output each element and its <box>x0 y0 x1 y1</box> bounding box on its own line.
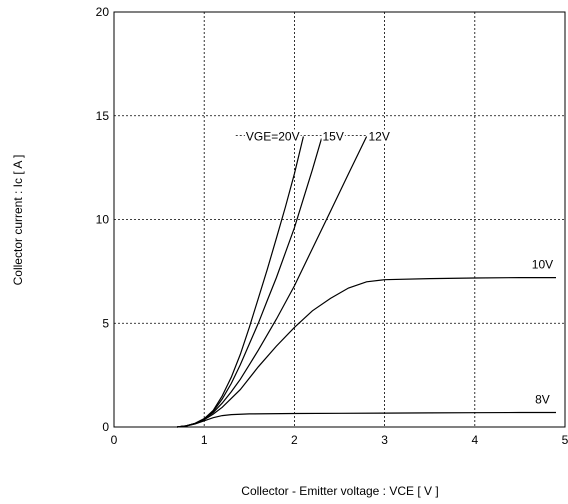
x-axis-label: Collector - Emitter voltage : VCE [ V ] <box>241 484 438 498</box>
y-tick-labels: 0 5 10 15 20 <box>96 5 110 434</box>
series-label-bg-20V <box>244 129 301 144</box>
series-line-15V <box>177 138 323 428</box>
series-label-8V: 8V <box>535 392 550 406</box>
series-label-15V: 15V <box>323 130 344 144</box>
series-line-20V <box>177 136 304 428</box>
x-tick-labels: 0 1 2 3 4 5 <box>111 433 568 447</box>
y-tick-label-1: 5 <box>102 316 109 330</box>
y-tick-label-2: 10 <box>96 213 110 227</box>
x-tick-label-4: 4 <box>471 433 478 447</box>
x-tick-label-2: 2 <box>291 433 298 447</box>
series-label-12V: 12V <box>369 130 390 144</box>
series-label-20V: VGE=20V <box>246 130 300 144</box>
series-label-10V: 10V <box>532 258 553 272</box>
series-line-12V <box>177 136 368 428</box>
y-tick-label-4: 20 <box>96 5 110 19</box>
series-line-10V <box>177 277 556 428</box>
y-axis-label: Collector current : Ic [ A ] <box>11 155 25 286</box>
grid-lines <box>114 12 565 427</box>
series-label-bg-12V <box>367 129 391 144</box>
series-labels: VGE=20V 15V 12V 10V 8V <box>235 129 553 406</box>
x-tick-label-3: 3 <box>381 433 388 447</box>
y-tick-label-0: 0 <box>102 420 109 434</box>
plot-frame <box>113 11 566 428</box>
x-tick-label-1: 1 <box>201 433 208 447</box>
series-curves <box>177 136 556 428</box>
series-label-bg-15V <box>321 129 345 144</box>
x-tick-label-0: 0 <box>111 433 118 447</box>
series-line-8V <box>177 411 556 428</box>
y-tick-label-3: 15 <box>96 109 110 123</box>
x-tick-label-5: 5 <box>562 433 568 447</box>
